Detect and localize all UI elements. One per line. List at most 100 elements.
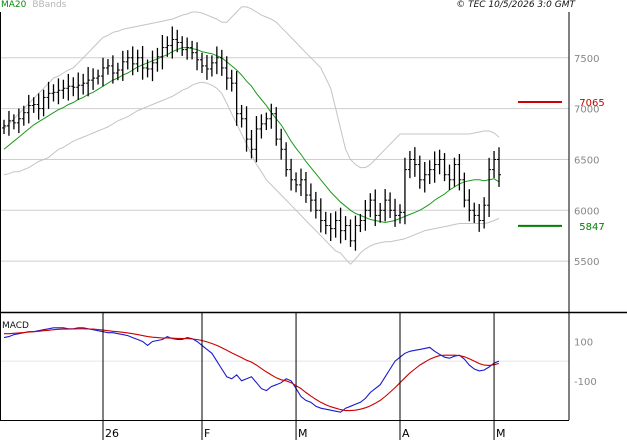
ohlc-bar — [195, 42, 200, 71]
ohlc-bar — [115, 62, 120, 81]
ohlc-bar — [323, 211, 328, 235]
ohlc-bar — [46, 81, 51, 109]
ohlc-bar — [318, 198, 323, 233]
macd-axis-ticks: 100 -100 — [574, 338, 597, 388]
ohlc-bar — [135, 49, 140, 72]
macd-title: MACD — [2, 321, 29, 331]
panel-frames — [0, 12, 627, 421]
ohlc-bar — [130, 46, 135, 76]
ohlc-bar — [51, 84, 56, 102]
date-label: M — [496, 427, 506, 440]
ohlc-bar — [437, 149, 442, 175]
ohlc-bar — [407, 150, 412, 179]
ohlc-bar — [303, 171, 308, 203]
ohlc-bar — [269, 103, 274, 129]
macd-tick-label: 100 — [574, 338, 593, 349]
ma20-line — [3, 47, 500, 224]
ohlc-bar — [264, 112, 269, 131]
ohlc-bar — [492, 151, 497, 179]
ohlc-bar — [71, 77, 76, 97]
ohlc-bar — [427, 160, 432, 185]
ohlc-bar — [185, 37, 190, 60]
ohlc-bar — [145, 59, 150, 78]
ohlc-bars — [2, 26, 501, 251]
date-label: F — [204, 427, 210, 440]
ohlc-bar — [289, 158, 294, 191]
macd-signal-line — [4, 328, 500, 412]
ohlc-bar — [125, 50, 130, 70]
price-levels: 7065 5847 — [518, 98, 605, 233]
ohlc-bar — [86, 67, 91, 97]
ohlc-bar — [254, 116, 259, 163]
ohlc-bar — [2, 119, 6, 135]
ohlc-bar — [204, 55, 209, 80]
ohlc-bar — [66, 73, 71, 101]
ohlc-bar — [175, 29, 180, 53]
ohlc-bar — [165, 36, 170, 57]
ohlc-bar — [21, 105, 26, 126]
ohlc-bar — [442, 153, 447, 182]
ohlc-bar — [467, 189, 472, 222]
ohlc-bar — [378, 202, 383, 223]
ohlc-bar — [41, 89, 46, 117]
legend-bbands: BBands — [32, 0, 67, 10]
ohlc-bar — [11, 114, 16, 130]
ohlc-bar — [472, 202, 477, 224]
level-label-5847: 5847 — [579, 222, 604, 233]
ohlc-bar — [26, 94, 31, 124]
indicator-legend: MA20 BBands — [1, 0, 66, 11]
ohlc-bar — [457, 153, 462, 191]
ohlc-bar — [452, 157, 457, 187]
ohlc-bar — [96, 69, 101, 85]
ohlc-bar — [244, 106, 249, 152]
ohlc-bar — [81, 73, 86, 95]
ohlc-bar — [308, 183, 313, 212]
ohlc-bar — [155, 47, 160, 72]
macd-lines — [3, 327, 500, 413]
ohlc-bar — [16, 108, 21, 134]
ohlc-bar — [363, 200, 368, 231]
ohlc-bar — [170, 26, 175, 59]
bband-upper-line — [3, 6, 500, 169]
ohlc-bar — [393, 198, 398, 227]
ohlc-bar — [358, 213, 363, 233]
ohlc-bar — [180, 36, 185, 56]
ohlc-bar — [368, 193, 373, 218]
ohlc-bar — [328, 213, 333, 242]
price-tick-label: 5500 — [574, 257, 599, 268]
ohlc-bar — [91, 68, 96, 90]
ohlc-bar — [31, 97, 36, 113]
ohlc-bar — [348, 219, 353, 247]
ohlc-bar — [56, 78, 61, 105]
ohlc-bar — [383, 189, 388, 222]
ohlc-bar — [36, 93, 41, 120]
date-label: M — [298, 427, 308, 440]
ma20-path — [3, 47, 500, 224]
macd-tick-label: -100 — [574, 377, 597, 388]
ohlc-bar — [224, 56, 229, 90]
ohlc-bar — [402, 157, 407, 225]
ohlc-bar — [482, 197, 487, 229]
ohlc-bar — [229, 69, 234, 92]
ohlc-bar — [313, 191, 318, 219]
date-axis: 26 F M A M — [102, 312, 506, 440]
price-tick-label: 6000 — [574, 206, 599, 217]
ohlc-bar — [422, 162, 427, 193]
ohlc-bar — [105, 59, 110, 75]
ohlc-bar — [333, 211, 338, 238]
ohlc-bar — [214, 46, 219, 75]
ohlc-bar — [120, 50, 125, 81]
macd-line — [3, 327, 500, 413]
ohlc-bar — [160, 34, 165, 70]
legend-ma20: MA20 — [1, 0, 27, 10]
level-label-7065: 7065 — [579, 98, 604, 109]
ohlc-bar — [353, 215, 358, 251]
ohlc-bar — [294, 172, 299, 193]
ohlc-bar — [150, 50, 155, 82]
ohlc-bar — [412, 147, 417, 177]
ohlc-bar — [6, 110, 11, 136]
ohlc-bar — [447, 164, 452, 190]
ohlc-bar — [398, 204, 402, 224]
ohlc-bar — [249, 129, 254, 159]
